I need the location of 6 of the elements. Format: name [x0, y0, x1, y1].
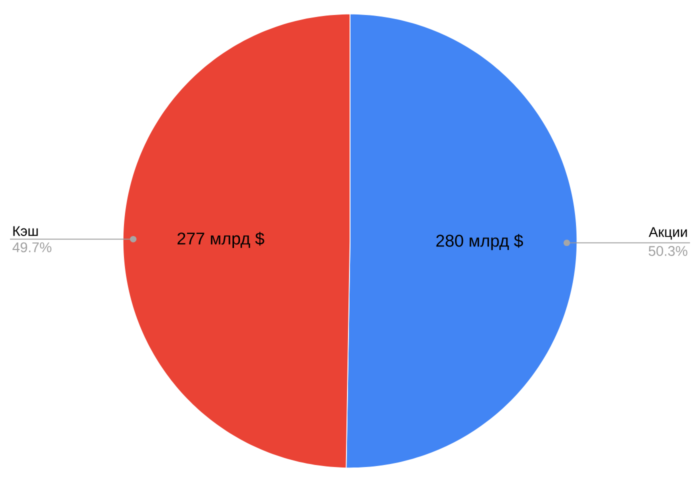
text: 50.3%	[648, 246, 688, 256]
data-label: 280 млрд $	[436, 234, 524, 250]
text: 49.7%	[12, 242, 52, 252]
slice-label: Акции	[648, 227, 687, 240]
slice-label: Кэш	[13, 226, 38, 236]
data-label: 277 млрд $	[178, 232, 264, 248]
